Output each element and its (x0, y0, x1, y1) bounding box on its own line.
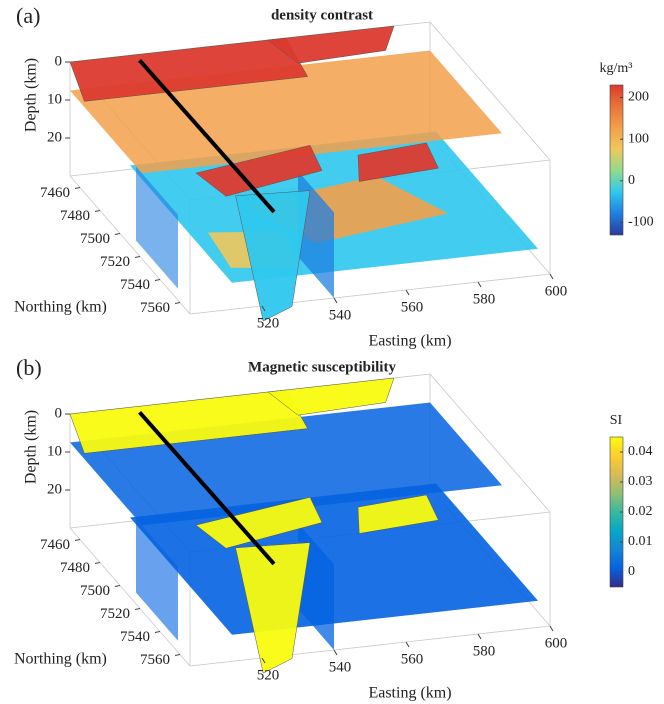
anomaly (195, 497, 323, 549)
panel: (a) density contrast 520 540 560 580 600 Eastin… (14, 3, 654, 350)
box-edge (429, 21, 551, 161)
x-tick-label: 560 (401, 299, 424, 315)
x-tick (333, 297, 338, 304)
x-tick-label: 600 (545, 283, 568, 299)
y-tick-label: 7480 (60, 560, 90, 576)
x-tick (549, 625, 554, 632)
anomaly (267, 377, 395, 416)
y-tick-label: 7460 (40, 537, 70, 553)
box-edge (429, 373, 551, 513)
y-tick (154, 631, 161, 633)
colorbar-tick-label: 0.03 (628, 474, 653, 489)
y-tick-label: 7540 (120, 629, 150, 645)
x-tick-label: 520 (257, 315, 280, 331)
colorbar (609, 84, 624, 236)
z-tick-label: 10 (47, 443, 62, 459)
z-tick-label: 20 (47, 481, 62, 497)
x-tick (549, 273, 554, 280)
y-tick (114, 233, 121, 235)
y-tick-label: 7520 (100, 606, 130, 622)
z-tick-label: 10 (47, 91, 62, 107)
z-tick-label: 0 (55, 405, 63, 421)
y-tick (94, 562, 101, 564)
anomaly (235, 542, 311, 674)
y-tick-label: 7500 (80, 583, 110, 599)
x-tick (405, 289, 410, 296)
y-tick (134, 608, 141, 610)
colorbar-tick-label: 200 (628, 90, 649, 105)
x-tick (333, 649, 338, 656)
panel: (b) Magnetic susceptibility 520 540 560 580 60… (14, 355, 653, 702)
z-axis-label: Depth (km) (23, 58, 40, 132)
box-edge (69, 175, 191, 315)
profile-line (138, 58, 276, 214)
y-tick (154, 279, 161, 281)
x-tick (477, 281, 482, 288)
box-edge (69, 527, 191, 667)
y-tick (114, 585, 121, 587)
anomaly (267, 25, 395, 64)
y-tick-label: 7500 (80, 231, 110, 247)
y-axis-label: Northing (km) (14, 651, 107, 668)
panel-label: (b) (16, 355, 42, 380)
colorbar-tick-label: 100 (628, 131, 649, 146)
chart-title: density contrast (271, 7, 373, 23)
y-tick (134, 256, 141, 258)
y-tick-label: 7480 (60, 208, 90, 224)
y-tick-label: 7540 (120, 277, 150, 293)
y-tick-label: 7560 (140, 652, 170, 668)
colorbar-tick-label: 0 (628, 564, 635, 579)
anomaly (357, 142, 439, 182)
colorbar-tick-label: 0.01 (628, 534, 653, 549)
anomaly (235, 190, 311, 322)
y-axis-label: Northing (km) (14, 299, 107, 316)
x-tick-label: 580 (473, 291, 496, 307)
x-tick (477, 633, 482, 640)
x-tick-label: 580 (473, 643, 496, 659)
x-tick-label: 540 (329, 307, 352, 323)
x-tick-label: 520 (257, 667, 280, 683)
x-axis-label: Easting (km) (368, 333, 451, 350)
anomaly (69, 389, 309, 454)
colorbar-tick-label: 0.02 (628, 504, 653, 519)
vertical-slice (136, 518, 178, 641)
vertical-slice (136, 166, 178, 289)
box-edge (189, 625, 551, 667)
z-axis-label: Depth (km) (23, 410, 40, 484)
profile-line (138, 410, 276, 566)
x-tick-label: 560 (401, 651, 424, 667)
box-edge (189, 273, 551, 315)
x-tick-label: 600 (545, 635, 568, 651)
colorbar-tick-label: 0.04 (628, 444, 653, 459)
colorbar-tick-label: -100 (628, 215, 654, 230)
anomaly (195, 145, 323, 197)
z-tick-label: 0 (55, 53, 63, 69)
x-tick (405, 641, 410, 648)
colorbar-label: SI (610, 413, 623, 428)
x-tick-label: 540 (329, 659, 352, 675)
y-tick-label: 7560 (140, 300, 170, 316)
panel-label: (a) (16, 3, 40, 28)
colorbar-tick-label: 0 (628, 173, 635, 188)
y-tick (74, 539, 81, 541)
z-tick-label: 20 (47, 129, 62, 145)
y-tick (74, 187, 81, 189)
x-axis-label: Easting (km) (368, 685, 451, 702)
x-tick (261, 657, 266, 664)
anomaly (357, 494, 439, 534)
y-tick (174, 654, 181, 656)
anomaly (69, 37, 309, 102)
colorbar-label: kg/m³ (600, 61, 633, 76)
y-tick-label: 7520 (100, 254, 130, 270)
y-tick (94, 210, 101, 212)
y-tick-label: 7460 (40, 185, 70, 201)
x-tick (261, 305, 266, 312)
y-tick (174, 302, 181, 304)
chart-title: Magnetic susceptibility (248, 359, 396, 375)
